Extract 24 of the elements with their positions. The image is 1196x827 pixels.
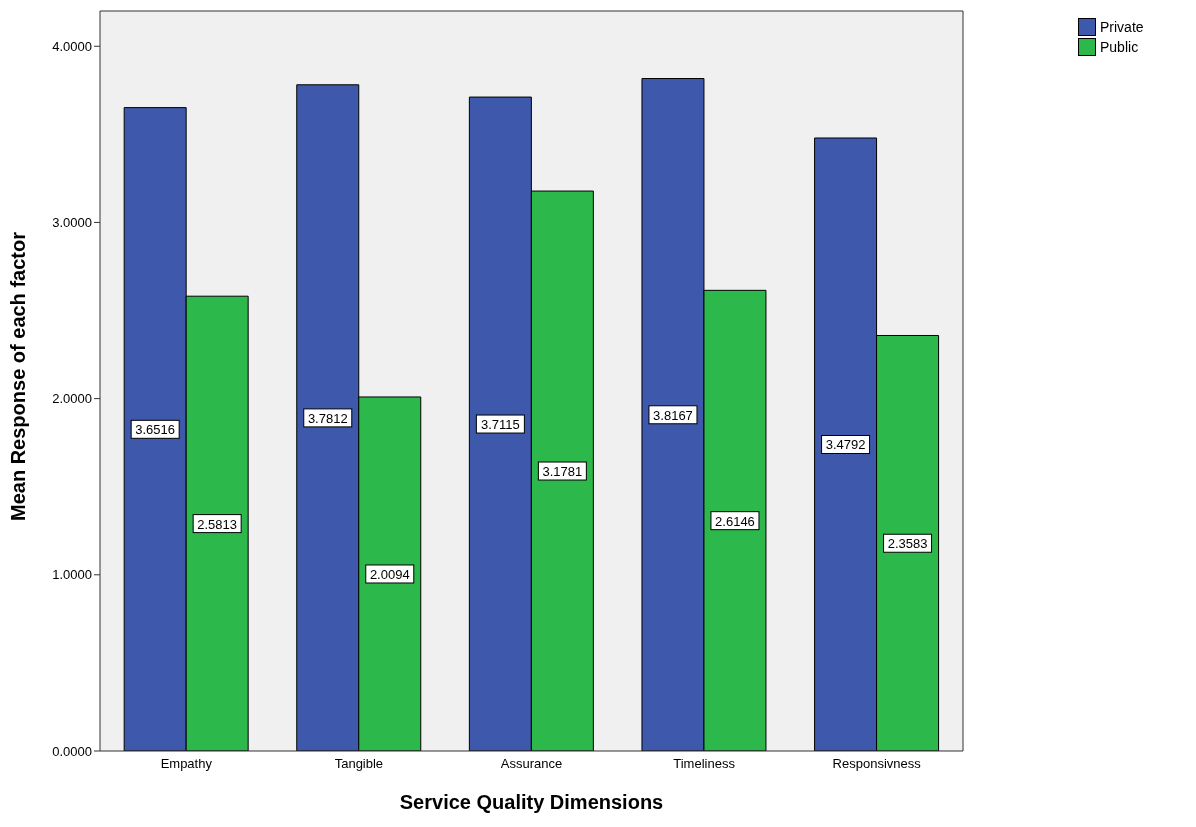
y-tick-label: 3.0000 [52,215,92,231]
y-tick-label: 4.0000 [52,38,92,54]
data-label: 2.0094 [369,566,410,582]
x-axis-title: Service Quality Dimensions [399,791,664,813]
x-tick-label: Empathy [160,756,213,772]
x-tick-label: Responsivness [832,756,922,772]
legend-label: Private [1100,19,1144,35]
data-label: 3.7115 [480,417,520,433]
y-axis-title: Mean Response of each factor [7,231,30,521]
data-label: 3.1781 [542,464,583,480]
data-label: 3.6516 [135,422,176,438]
data-label: 3.8167 [653,407,693,423]
x-tick-label: Assurance [500,756,563,772]
y-tick-label: 1.0000 [52,567,92,583]
y-tick-label: 2.0000 [52,391,92,407]
y-tick-label: 0.0000 [52,743,92,759]
data-label: 3.7812 [307,410,348,426]
x-tick-label: Tangible [334,756,384,772]
data-label: 2.3583 [887,536,928,552]
data-label: 2.5813 [197,516,238,532]
data-label: 3.4792 [825,437,866,453]
x-tick-label: Timeliness [673,756,736,772]
data-label: 2.6146 [715,513,755,529]
legend-label: Public [1100,39,1139,55]
